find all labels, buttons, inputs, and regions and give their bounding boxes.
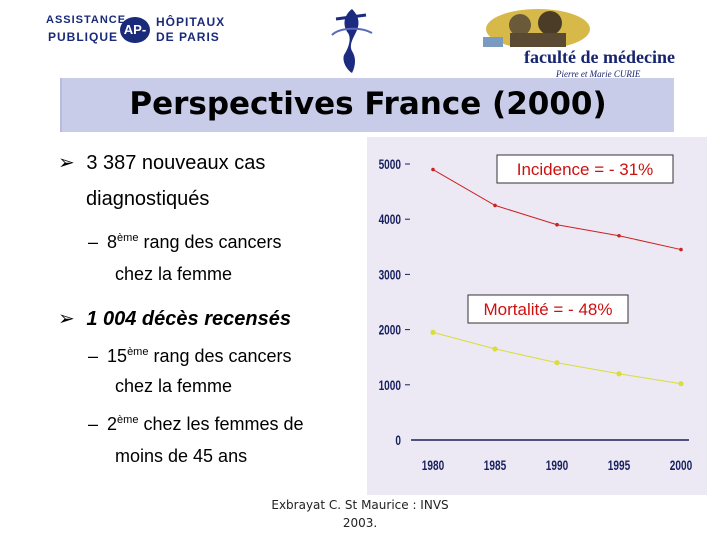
- y-tick-label: 2000: [379, 322, 402, 338]
- series-2-point: [430, 329, 436, 335]
- faculty-subtitle: Pierre et Marie CURIE: [556, 69, 641, 79]
- arrow-bullet-icon: ➢: [58, 150, 75, 174]
- caduceus-logo-icon: [331, 9, 373, 73]
- sub-rank-mortality-sup: ème: [127, 346, 149, 358]
- sub-rank-mortality-cont: chez la femme: [115, 376, 233, 396]
- y-tick-label: 1000: [379, 377, 402, 393]
- incidence-mortality-chart: 0 1000 2000 3000 4000 5000 1980 1985 1990 1995 200…: [367, 137, 707, 495]
- series-1-point: [555, 222, 559, 227]
- bullet-deaths-text: 1 004 décès recensés: [86, 308, 291, 330]
- source-footer: Exbrayat C. St Maurice : INVS 2003.: [255, 496, 465, 532]
- series-1-point: [493, 203, 497, 208]
- source-line-2: 2003.: [342, 516, 378, 530]
- series-2-point: [492, 346, 498, 352]
- legend-label-2: Mortalité = - 48%: [484, 300, 613, 319]
- sub-rank-young-cont: moins de 45 ans: [115, 446, 248, 466]
- sub-rank-young-num: 2: [107, 414, 118, 434]
- series-2-point: [554, 360, 560, 366]
- sub-rank-incidence-text: rang des cancers: [138, 232, 282, 252]
- bullet-new-cases: ➢ 3 387 nouveaux cas: [58, 150, 265, 175]
- faculty-logo: faculté de médecine Pierre et Marie CURI…: [480, 7, 680, 79]
- series-2-point: [616, 371, 622, 377]
- aphp-line-2: PUBLIQUE: [48, 30, 119, 44]
- legend-label-1: Incidence = - 31%: [517, 160, 654, 179]
- dash-icon: –: [88, 414, 99, 434]
- dash-icon: –: [88, 232, 99, 252]
- series-1-point: [679, 247, 683, 252]
- dash-icon: –: [88, 346, 99, 366]
- aphp-badge-icon: AP-HP: [120, 17, 150, 63]
- bullet-new-cases-cont: diagnostiqués: [86, 188, 210, 210]
- sub-rank-mortality-text: rang des cancers: [148, 346, 292, 366]
- x-tick-label: 1985: [484, 457, 507, 473]
- series-1-point: [431, 167, 435, 172]
- series-1-point: [617, 233, 621, 238]
- x-tick-label: 1995: [608, 457, 631, 473]
- arrow-bullet-icon: ➢: [58, 306, 75, 330]
- legend-box-2: [467, 294, 629, 324]
- y-tick-label: 3000: [379, 267, 402, 283]
- title-banner: Perspectives France (2000): [60, 78, 674, 132]
- slide-title: Perspectives France (2000): [129, 86, 607, 122]
- aphp-line-1: ASSISTANCE: [46, 14, 127, 26]
- sub-rank-incidence: – 8ème rang des cancers: [88, 232, 282, 253]
- bullet-deaths: ➢ 1 004 décès recensés: [58, 306, 291, 331]
- aphp-line-4: DE PARIS: [156, 30, 220, 44]
- aphp-line-3: HÔPITAUX: [156, 15, 226, 29]
- y-tick-label: 5000: [379, 156, 402, 172]
- source-line-1: Exbrayat C. St Maurice : INVS: [271, 498, 449, 512]
- sub-rank-incidence-num: 8: [107, 232, 118, 252]
- sub-rank-mortality: – 15ème rang des cancers: [88, 346, 292, 367]
- y-tick-label: 4000: [379, 212, 402, 228]
- sub-rank-incidence-cont: chez la femme: [115, 264, 233, 284]
- x-tick-label: 1980: [422, 457, 445, 473]
- sub-rank-mortality-num: 15: [107, 346, 128, 366]
- faculty-name: faculté de médecine: [524, 47, 675, 67]
- faculty-emblem-icon: [483, 9, 590, 47]
- sub-rank-young-text: chez les femmes de: [138, 414, 304, 434]
- sub-rank-incidence-sup: ème: [117, 232, 139, 244]
- sub-rank-young-sup: ème: [117, 414, 139, 426]
- aphp-logo: ASSISTANCE PUBLIQUE AP-HP HÔPITAUX DE PA…: [46, 14, 226, 63]
- legend-box-1: [496, 154, 674, 184]
- x-tick-label: 1990: [546, 457, 569, 473]
- sub-rank-young: – 2ème chez les femmes de: [88, 414, 304, 435]
- bullet-new-cases-text: 3 387 nouveaux cas: [86, 152, 266, 174]
- series-2-point: [678, 381, 684, 387]
- x-tick-label: 2000: [670, 457, 693, 473]
- y-tick-label: 0: [395, 432, 401, 448]
